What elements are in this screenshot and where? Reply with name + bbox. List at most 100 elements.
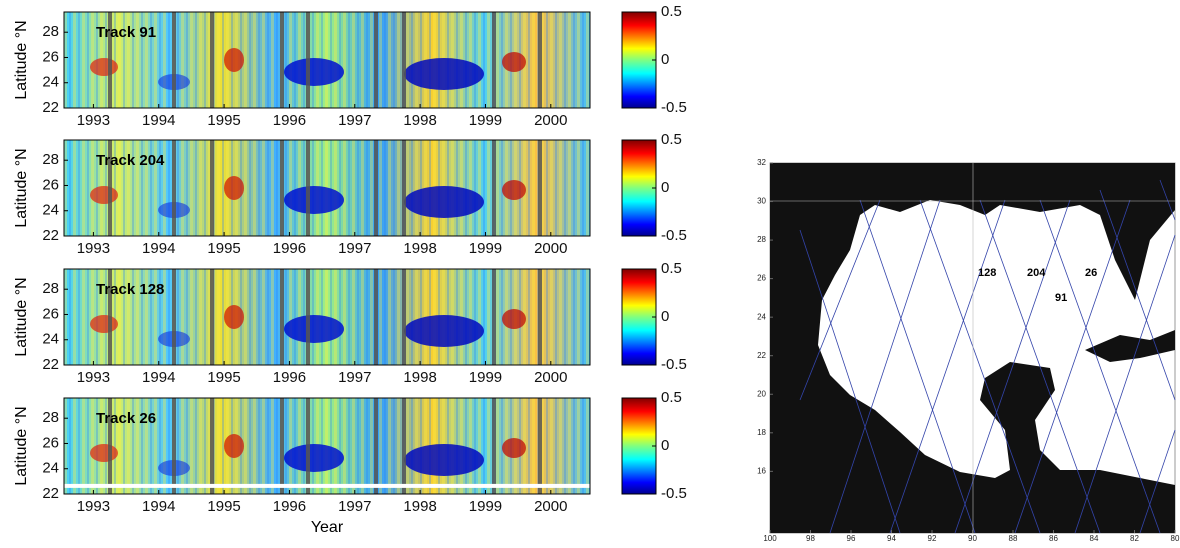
x-tick-label: 1994 <box>142 240 175 257</box>
cuba <box>1085 330 1175 362</box>
map-y-tick-label: 22 <box>757 351 766 360</box>
panel-title: Track 26 <box>96 410 156 427</box>
map-y-tick-label: 30 <box>757 197 766 206</box>
colorbar-tick-label: 0.5 <box>661 389 682 406</box>
data-gap <box>64 483 590 488</box>
x-tick-label: 1995 <box>207 240 240 257</box>
map-x-tick-label: 92 <box>928 534 937 543</box>
x-tick-label: 1994 <box>142 369 175 386</box>
y-tick-label: 28 <box>42 280 59 297</box>
x-tick-label: 1994 <box>142 498 175 515</box>
map-x-tick-label: 90 <box>968 534 977 543</box>
x-tick-label: 1997 <box>338 369 371 386</box>
x-tick-label: 1997 <box>338 112 371 129</box>
x-tick-label: 1996 <box>273 369 306 386</box>
map-x-tick-label: 94 <box>887 534 896 543</box>
map-y-tick-label: 20 <box>757 389 766 398</box>
track-label: 128 <box>978 267 996 279</box>
map-x-tick-label: 86 <box>1049 534 1058 543</box>
x-tick-label: 1994 <box>142 112 175 129</box>
y-axis-label: Latitude °N <box>13 406 30 485</box>
x-tick-label: 1995 <box>207 112 240 129</box>
y-axis-label: Latitude °N <box>13 277 30 356</box>
track-label: 91 <box>1055 292 1067 304</box>
x-tick-label: 1996 <box>273 240 306 257</box>
y-tick-label: 28 <box>42 151 59 168</box>
map-y-tick-label: 24 <box>757 312 766 321</box>
x-tick-label: 1998 <box>403 498 436 515</box>
x-tick-label: 1993 <box>77 498 110 515</box>
colorbar-tick-label: -0.5 <box>661 356 687 373</box>
map-x-tick-label: 96 <box>847 534 856 543</box>
x-tick-label: 1998 <box>403 112 436 129</box>
plot-frame <box>63 268 591 366</box>
map-y-tick-label: 28 <box>757 235 766 244</box>
colorbar <box>621 139 657 237</box>
x-tick-label: 1995 <box>207 498 240 515</box>
map: 128 204 26 91 100 98 96 94 92 90 88 86 84 82 80 16 1… <box>757 158 1180 543</box>
y-tick-label: 26 <box>42 434 59 451</box>
panel: Track 91 1993 1994 1995 1996 1997 1998 1999 2000… <box>13 3 687 129</box>
y-tick-label: 24 <box>42 74 59 91</box>
x-tick-label: 2000 <box>534 240 567 257</box>
panel-title: Track 204 <box>96 152 165 169</box>
x-tick-label: 1998 <box>403 240 436 257</box>
x-tick-label: 1997 <box>338 240 371 257</box>
y-tick-label: 28 <box>42 23 59 40</box>
x-tick-label: 1995 <box>207 369 240 386</box>
plot-frame <box>63 139 591 237</box>
x-tick-label: 1997 <box>338 498 371 515</box>
y-tick-label: 22 <box>42 99 59 116</box>
colorbar-tick-label: 0.5 <box>661 131 682 148</box>
plot-frame <box>63 11 591 109</box>
colorbar <box>621 397 657 495</box>
track-label: 204 <box>1027 267 1046 279</box>
x-tick-label: 1993 <box>77 112 110 129</box>
plot-frame <box>63 397 591 495</box>
y-tick-label: 22 <box>42 227 59 244</box>
x-tick-label: 1999 <box>469 240 502 257</box>
x-tick-label: 2000 <box>534 369 567 386</box>
colorbar-tick-label: -0.5 <box>661 227 687 244</box>
map-x-tick-label: 88 <box>1009 534 1018 543</box>
track-label: 26 <box>1085 267 1097 279</box>
y-axis-label: Latitude °N <box>13 148 30 227</box>
map-x-tick-label: 100 <box>763 534 777 543</box>
y-tick-label: 22 <box>42 485 59 502</box>
x-axis-label: Year <box>311 519 344 536</box>
satellite-tracks <box>799 179 1176 534</box>
x-tick-label: 1996 <box>273 112 306 129</box>
y-tick-label: 24 <box>42 460 59 477</box>
map-x-tick-label: 80 <box>1171 534 1180 543</box>
x-tick-label: 1999 <box>469 369 502 386</box>
colorbar-tick-label: -0.5 <box>661 485 687 502</box>
x-tick-label: 2000 <box>534 112 567 129</box>
panel: Track 128 1993 1994 1995 1996 1997 1998 1999 200… <box>13 260 687 386</box>
map-y-tick-label: 16 <box>757 466 766 475</box>
colorbar-tick-label: 0.5 <box>661 3 682 20</box>
map-x-tick-label: 98 <box>806 534 815 543</box>
heatmap-panels: Track 91 1993 1994 1995 1996 1997 1998 1999 2000… <box>13 3 687 536</box>
y-tick-label: 24 <box>42 202 59 219</box>
land <box>770 163 1175 533</box>
x-tick-label: 1999 <box>469 112 502 129</box>
colorbar <box>621 11 657 109</box>
map-y-tick-label: 26 <box>757 274 766 283</box>
colorbar-tick-label: -0.5 <box>661 99 687 116</box>
colorbar-tick-label: 0 <box>661 179 669 196</box>
y-tick-label: 26 <box>42 305 59 322</box>
colorbar-tick-label: 0.5 <box>661 260 682 277</box>
panel: Track 204 1993 1994 1995 1996 1997 1998 1999 200… <box>13 131 687 257</box>
x-tick-label: 1993 <box>77 369 110 386</box>
colorbar-tick-label: 0 <box>661 437 669 454</box>
y-tick-label: 28 <box>42 409 59 426</box>
y-tick-label: 22 <box>42 356 59 373</box>
y-tick-label: 24 <box>42 331 59 348</box>
y-tick-label: 26 <box>42 176 59 193</box>
x-tick-label: 1999 <box>469 498 502 515</box>
x-tick-label: 1996 <box>273 498 306 515</box>
colorbar-tick-label: 0 <box>661 51 669 68</box>
y-tick-label: 26 <box>42 48 59 65</box>
x-tick-label: 1998 <box>403 369 436 386</box>
